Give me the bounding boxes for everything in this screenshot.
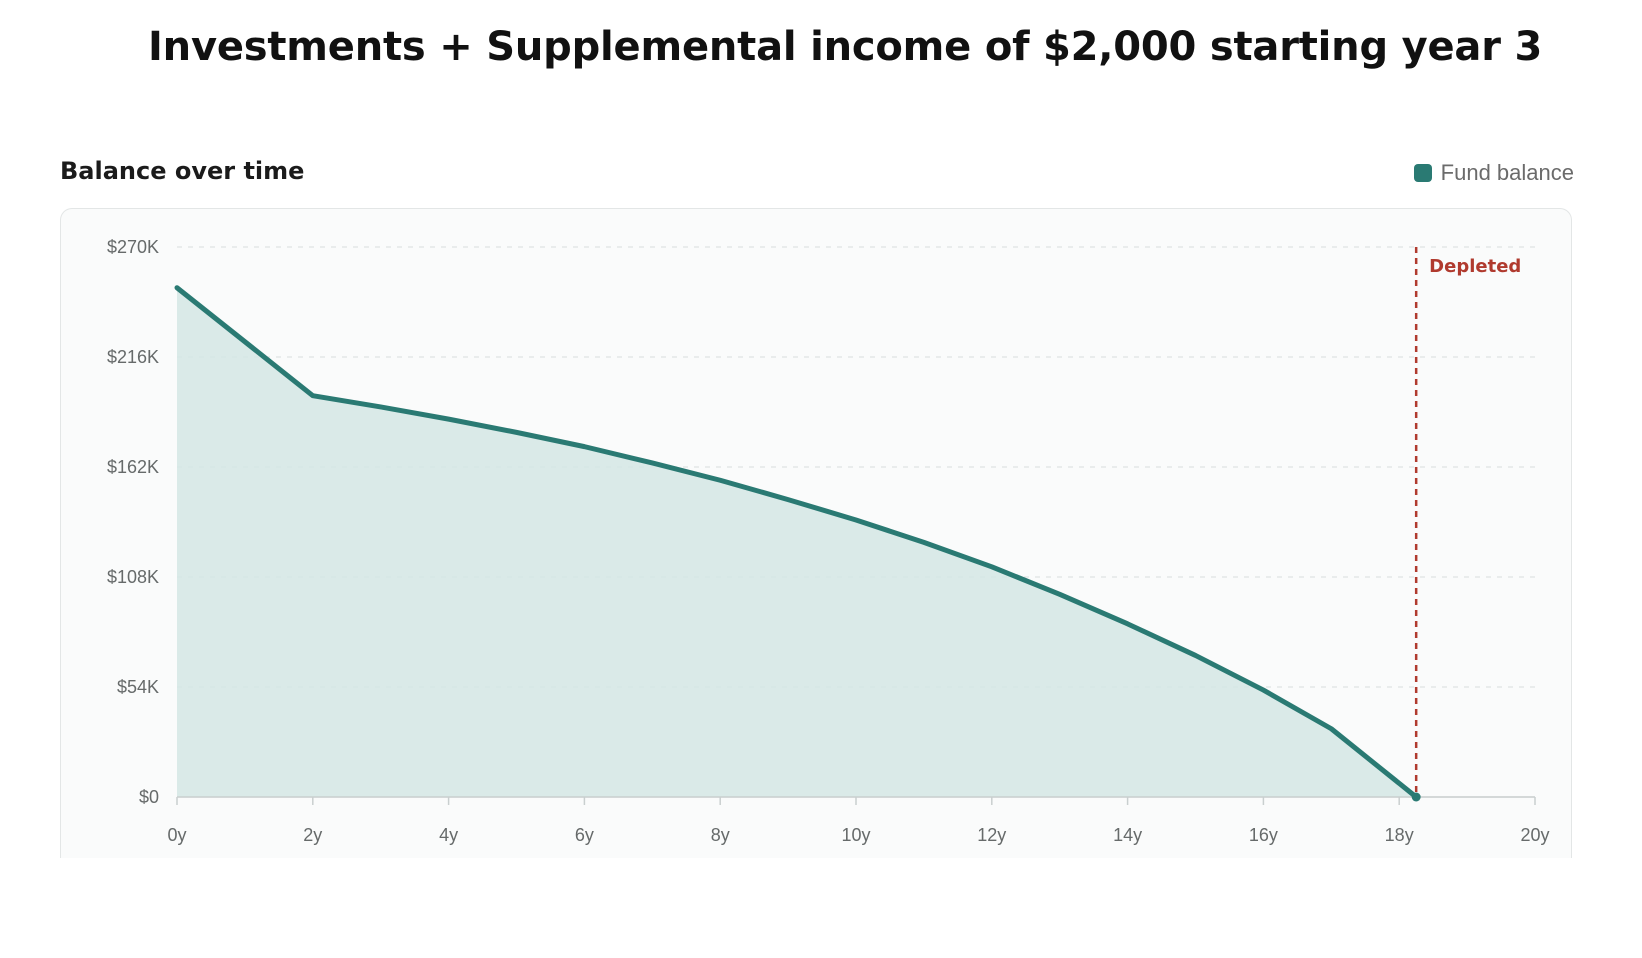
legend-swatch [1413,164,1432,182]
x-tick-label: 2y [303,825,322,845]
x-tick-label: 4y [439,825,458,845]
y-tick-label: $54K [117,677,159,697]
fund-balance-line [174,285,1419,800]
y-tick-label: $162K [107,457,159,477]
depleted-label: Depleted [1429,256,1521,277]
x-tick-label: 14y [1113,825,1142,845]
y-tick-label: $108K [107,567,159,587]
x-tick-label: 12y [977,825,1006,845]
x-tick-label: 0y [167,825,186,845]
chart-heading: Balance over time [60,157,305,185]
chart-card: $0 $54K $108K $162K $216K $270K 0y 2y 4y 6y 8y 10y 1… [60,208,1572,858]
chart-legend: Fund balance [1413,160,1574,186]
x-tick-label: 10y [841,825,870,845]
fund-balance-area [177,287,1417,797]
x-tick-label: 16y [1249,825,1278,845]
y-tick-label: $216K [107,347,159,367]
y-tick-label: $0 [139,787,159,807]
y-tick-label: $270K [107,237,159,257]
page-title: Investments + Supplemental income of $2,… [148,24,1543,70]
depletion-point [1411,792,1421,802]
legend-label: Fund balance [1440,160,1574,185]
x-tick-label: 6y [575,825,594,845]
x-tick-label: 8y [711,825,730,845]
balance-chart: $0 $54K $108K $162K $216K $270K 0y 2y 4y 6y 8y 10y 1… [107,237,1550,845]
x-tick-label: 20y [1520,825,1549,845]
x-tick-label: 18y [1385,825,1414,845]
